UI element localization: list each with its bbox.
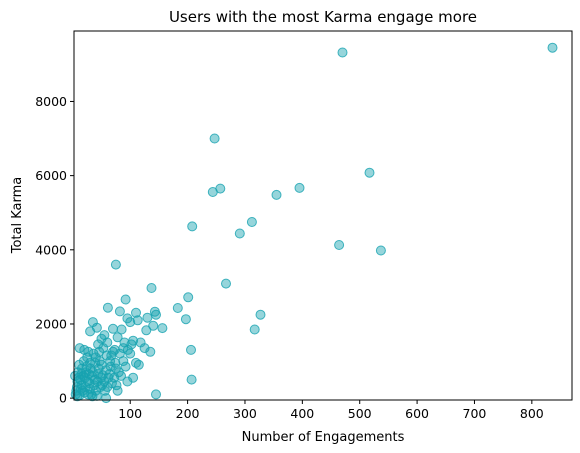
data-point xyxy=(120,294,131,305)
y-tick-label: 6000 xyxy=(35,168,67,183)
data-point xyxy=(126,339,137,350)
data-point xyxy=(364,167,375,178)
data-point xyxy=(89,380,100,391)
data-point xyxy=(207,187,218,197)
data-point xyxy=(142,312,153,323)
data-point xyxy=(547,42,558,53)
data-point xyxy=(145,346,156,357)
data-point xyxy=(72,391,83,402)
data-point xyxy=(122,344,133,355)
data-point xyxy=(294,182,305,193)
data-point xyxy=(74,359,85,370)
x-tick-label: 100 xyxy=(118,406,142,421)
x-tick-label: 300 xyxy=(233,406,257,421)
x-axis: 100 200 300 400 500 600 700 800 xyxy=(118,400,544,421)
data-point xyxy=(249,324,260,335)
data-point xyxy=(88,348,99,359)
data-point xyxy=(334,240,345,250)
data-point xyxy=(221,278,231,289)
data-point xyxy=(109,344,120,355)
x-tick-label: 200 xyxy=(176,406,200,421)
data-point xyxy=(116,370,126,381)
data-point xyxy=(186,374,197,385)
x-tick-label: 400 xyxy=(290,406,314,421)
data-points xyxy=(70,42,558,404)
data-point xyxy=(148,320,159,331)
x-tick-label: 800 xyxy=(520,406,544,421)
data-point xyxy=(99,330,110,341)
data-point xyxy=(183,292,194,303)
data-point xyxy=(85,326,96,337)
data-point xyxy=(151,309,161,320)
data-point xyxy=(120,361,131,372)
chart-title: Users with the most Karma engage more xyxy=(169,8,477,26)
y-axis-label: Total Karma xyxy=(10,177,25,255)
data-point xyxy=(337,47,348,58)
data-point xyxy=(151,389,161,400)
data-point xyxy=(111,380,122,391)
data-point xyxy=(246,217,257,227)
data-point xyxy=(186,344,196,355)
data-point xyxy=(187,221,198,232)
data-point xyxy=(122,376,133,387)
data-point xyxy=(93,339,104,350)
data-point xyxy=(92,376,103,387)
data-point xyxy=(131,307,141,318)
data-point xyxy=(70,370,81,381)
data-point xyxy=(132,315,143,326)
data-point xyxy=(83,346,94,357)
data-point xyxy=(271,189,282,200)
data-point xyxy=(87,317,98,328)
data-point xyxy=(102,302,113,313)
x-tick-label: 500 xyxy=(348,406,372,421)
data-point xyxy=(110,259,121,270)
x-tick-label: 700 xyxy=(463,406,487,421)
data-point xyxy=(255,309,266,320)
x-axis-label: Number of Engagements xyxy=(242,430,405,445)
data-point xyxy=(172,303,183,313)
data-point xyxy=(133,359,144,370)
y-tick-label: 4000 xyxy=(35,242,67,257)
data-point xyxy=(234,228,245,239)
data-point xyxy=(375,245,386,256)
data-point xyxy=(141,325,152,336)
data-point xyxy=(112,332,123,343)
data-point xyxy=(209,133,220,144)
data-point xyxy=(116,324,127,335)
y-tick-label: 0 xyxy=(59,391,67,406)
plot-frame xyxy=(73,30,573,401)
data-point xyxy=(146,283,157,293)
x-tick-label: 600 xyxy=(405,406,429,421)
y-axis: 0 2000 4000 6000 8000 xyxy=(35,94,74,406)
data-point xyxy=(180,314,191,325)
data-point xyxy=(108,323,118,334)
data-point xyxy=(122,313,133,324)
data-point xyxy=(106,350,117,361)
data-point xyxy=(157,323,168,334)
y-tick-label: 8000 xyxy=(35,94,67,109)
data-point xyxy=(114,306,125,317)
data-point xyxy=(139,343,150,354)
data-point xyxy=(90,357,101,368)
data-point xyxy=(96,372,106,383)
data-point xyxy=(128,372,139,383)
data-point xyxy=(100,385,110,396)
data-point xyxy=(104,369,115,379)
data-point xyxy=(74,343,85,354)
y-tick-label: 2000 xyxy=(35,316,67,331)
data-point xyxy=(87,391,98,402)
